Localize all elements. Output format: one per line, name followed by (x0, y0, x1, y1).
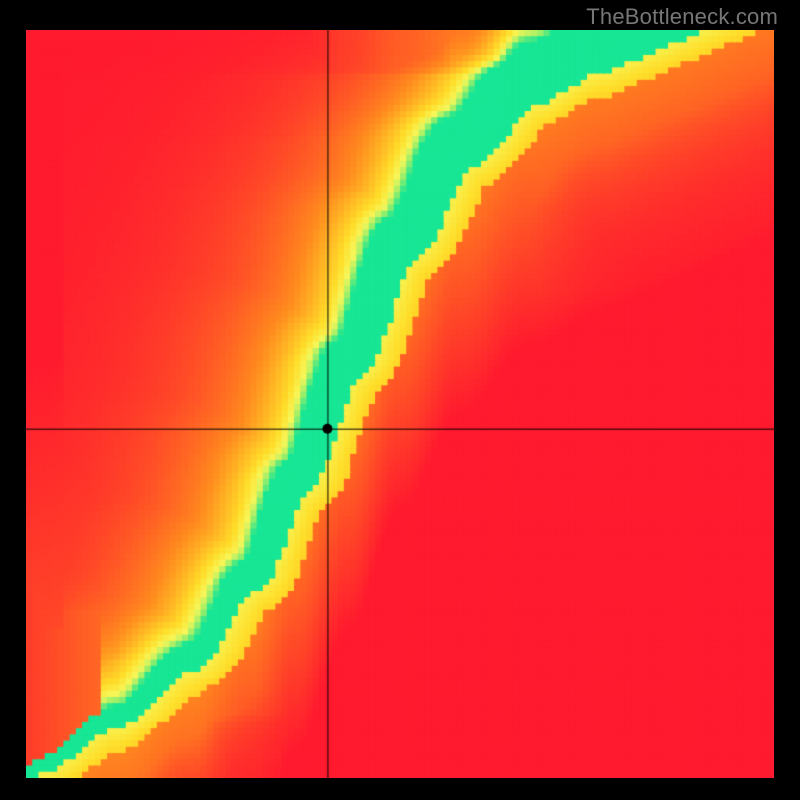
bottleneck-heatmap (26, 30, 774, 778)
root: TheBottleneck.com (0, 0, 800, 800)
watermark-text: TheBottleneck.com (586, 4, 778, 30)
